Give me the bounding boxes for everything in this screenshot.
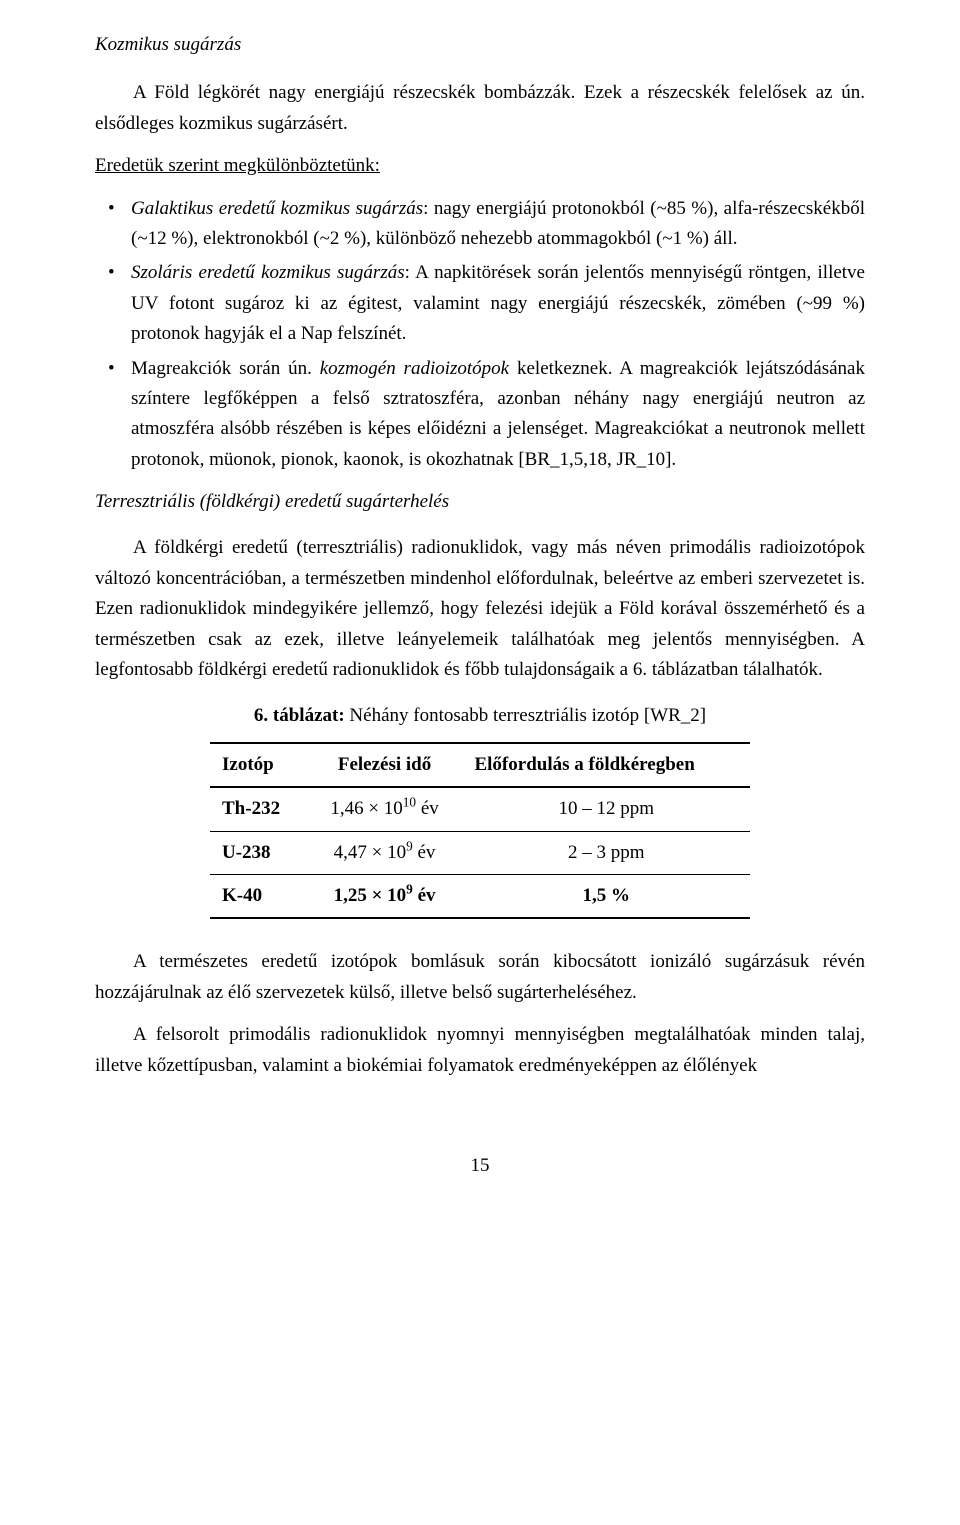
halflife-exp: 9 (406, 838, 413, 853)
cell-halflife: 1,25 × 109 év (307, 874, 463, 918)
table-row: U-238 4,47 × 109 év 2 – 3 ppm (210, 831, 750, 874)
cell-halflife: 4,47 × 109 év (307, 831, 463, 874)
summary-paragraph-1: A természetes eredetű izotópok bomlásuk … (95, 947, 865, 1008)
halflife-exp: 9 (406, 882, 413, 897)
halflife-exp: 10 (403, 795, 416, 810)
cell-occurrence: 10 – 12 ppm (462, 787, 750, 831)
origin-bullet-list: Galaktikus eredetű kozmikus sugárzás: na… (95, 194, 865, 476)
table-caption-bold: 6. táblázat: (254, 705, 345, 726)
halflife-base: 4,47 × 10 (334, 842, 406, 863)
intro-paragraph: A Föld légkörét nagy energiájú részecské… (95, 78, 865, 139)
table-caption-rest: Néhány fontosabb terresztriális izotóp [… (345, 705, 706, 726)
isotope-table: Izotóp Felezési idő Előfordulás a földké… (210, 742, 750, 920)
bullet-mid-italic: kozmogén radioizotópok (320, 358, 509, 379)
bullet-pre-text: Magreakciók során ún. (131, 358, 320, 379)
halflife-unit: év (413, 885, 436, 906)
list-item: Magreakciók során ún. kozmogén radioizot… (95, 354, 865, 476)
cell-isotope: U-238 (210, 831, 307, 874)
subsection-title: Terresztriális (földkérgi) eredetű sugár… (95, 487, 865, 517)
bullet-prefix-italic: Galaktikus eredetű kozmikus sugárzás (131, 198, 423, 219)
table-row: K-40 1,25 × 109 év 1,5 % (210, 874, 750, 918)
table-header-halflife: Felezési idő (307, 743, 463, 787)
table-row: Th-232 1,46 × 1010 év 10 – 12 ppm (210, 787, 750, 831)
cell-occurrence: 2 – 3 ppm (462, 831, 750, 874)
cell-halflife: 1,46 × 1010 év (307, 787, 463, 831)
section-title: Kozmikus sugárzás (95, 30, 865, 60)
cell-isotope: Th-232 (210, 787, 307, 831)
cell-occurrence: 1,5 % (462, 874, 750, 918)
summary-paragraph-2: A felsorolt primodális radionuklidok nyo… (95, 1020, 865, 1081)
halflife-unit: év (416, 798, 439, 819)
bullet-prefix-italic: Szoláris eredetű kozmikus sugárzás (131, 262, 405, 283)
table-header-isotope: Izotóp (210, 743, 307, 787)
list-item: Szoláris eredetű kozmikus sugárzás: A na… (95, 258, 865, 349)
halflife-base: 1,46 × 10 (330, 798, 402, 819)
table-header-occurrence: Előfordulás a földkéregben (462, 743, 750, 787)
list-item: Galaktikus eredetű kozmikus sugárzás: na… (95, 194, 865, 255)
origin-lead: Eredetük szerint megkülönböztetünk: (95, 151, 865, 181)
origin-lead-text: Eredetük szerint megkülönböztetünk: (95, 155, 380, 176)
halflife-base: 1,25 × 10 (334, 885, 407, 906)
table-caption: 6. táblázat: Néhány fontosabb terresztri… (95, 701, 865, 731)
table-header-row: Izotóp Felezési idő Előfordulás a földké… (210, 743, 750, 787)
terrestrial-paragraph: A földkérgi eredetű (terresztriális) rad… (95, 533, 865, 685)
cell-isotope: K-40 (210, 874, 307, 918)
page-number: 15 (95, 1151, 865, 1181)
halflife-unit: év (413, 842, 436, 863)
